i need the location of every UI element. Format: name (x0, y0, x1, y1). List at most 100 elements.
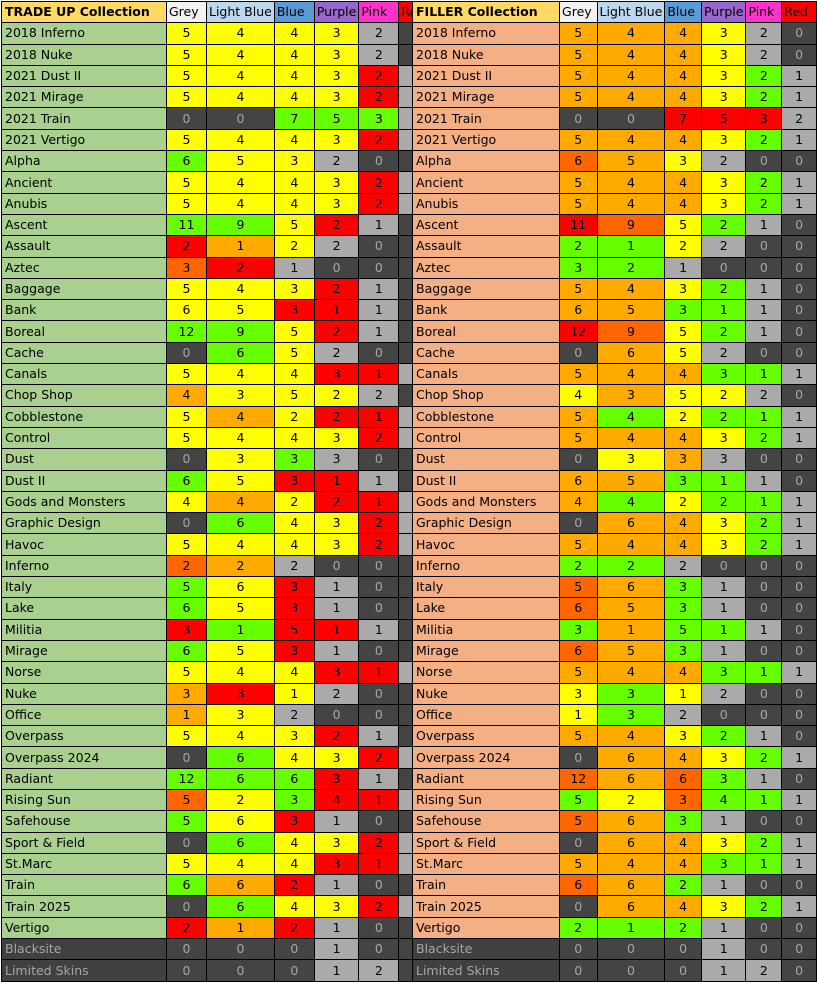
value-cell: 1 (781, 64, 817, 88)
value-cell: 4 (664, 512, 702, 535)
value-cell: 5 (559, 43, 598, 66)
value-cell: 4 (166, 490, 207, 514)
value-cell: 6 (596, 767, 666, 790)
value-cell: 5 (664, 384, 702, 407)
value-cell: 0 (781, 618, 817, 641)
row-name: Blacksite (1, 938, 167, 961)
value-cell: 6 (596, 576, 666, 599)
value-cell: 5 (166, 363, 207, 386)
value-cell: 5 (559, 533, 598, 556)
value-cell: 2 (358, 426, 400, 450)
value-cell: 1 (358, 363, 400, 386)
value-cell: 1 (745, 469, 783, 492)
column-header: Red (781, 0, 817, 24)
row-name: Blacksite (411, 938, 561, 961)
value-cell: 4 (273, 192, 315, 215)
value-cell: 2 (664, 874, 702, 897)
table-body: TRADE UP Collection Grey Light Blue Blue Pur… (1, 0, 440, 982)
value-cell: 3 (664, 639, 702, 663)
value-cell: 5 (206, 299, 275, 322)
row-name: Limited Skins (411, 959, 561, 982)
value-cell: 6 (559, 639, 598, 663)
row-name: Assault (1, 235, 167, 258)
value-cell: 1 (358, 405, 400, 428)
value-cell: 12 (166, 320, 207, 343)
value-cell: 0 (559, 512, 598, 535)
row-name: Chop Shop (411, 384, 561, 407)
row-name: Boreal (411, 320, 561, 343)
row-name: Safehouse (1, 810, 167, 833)
value-cell: 1 (781, 661, 817, 684)
value-cell: 3 (313, 831, 360, 854)
value-cell: 0 (781, 874, 817, 897)
value-cell: 3 (206, 682, 275, 705)
value-cell: 2 (745, 384, 783, 407)
row-name: Limited Skins (1, 959, 167, 982)
value-cell: 0 (596, 938, 666, 961)
value-cell: 0 (358, 639, 400, 663)
value-cell: 0 (206, 938, 275, 961)
value-cell: 0 (781, 384, 817, 407)
value-cell: 2 (664, 405, 702, 428)
row-name: Aztec (1, 256, 167, 279)
value-cell: 4 (664, 746, 702, 769)
value-cell: 5 (166, 43, 207, 66)
value-cell: 5 (664, 320, 702, 343)
value-cell: 6 (206, 512, 275, 535)
row-name: Vertigo (1, 916, 167, 940)
value-cell: 1 (781, 490, 817, 514)
value-cell: 5 (166, 405, 207, 428)
value-cell: 1 (745, 405, 783, 428)
value-cell: 3 (273, 299, 315, 322)
value-cell: 2 (166, 916, 207, 940)
row-name: 2021 Dust II (411, 64, 561, 88)
value-cell: 4 (664, 22, 702, 45)
value-cell: 1 (781, 86, 817, 109)
value-cell: 0 (781, 597, 817, 620)
value-cell: 5 (596, 150, 666, 173)
row-name: Alpha (1, 150, 167, 173)
row-name: Italy (1, 576, 167, 599)
value-cell: 4 (206, 86, 275, 109)
value-cell: 5 (559, 852, 598, 876)
row-name: Sport & Field (1, 831, 167, 854)
value-cell: 2 (745, 128, 783, 152)
value-cell: 5 (166, 171, 207, 194)
row-name: Canals (411, 363, 561, 386)
value-cell: 1 (745, 363, 783, 386)
row-name: 2018 Inferno (411, 22, 561, 45)
value-cell: 0 (781, 341, 817, 365)
value-cell: 4 (664, 128, 702, 152)
row-name: Boreal (1, 320, 167, 343)
value-cell: 2 (745, 171, 783, 194)
value-cell: 1 (313, 469, 360, 492)
value-cell: 0 (358, 874, 400, 897)
row-name: Sport & Field (411, 831, 561, 854)
value-cell: 1 (358, 852, 400, 876)
row-name: Train (411, 874, 561, 897)
value-cell: 1 (358, 299, 400, 322)
value-cell: 0 (358, 810, 400, 833)
value-cell: 0 (745, 448, 783, 471)
value-cell: 3 (700, 533, 747, 556)
value-cell: 2 (358, 43, 400, 66)
value-cell: 1 (313, 576, 360, 599)
value-cell: 3 (206, 703, 275, 727)
value-cell: 4 (664, 192, 702, 215)
value-cell: 0 (781, 213, 817, 237)
value-cell: 0 (358, 682, 400, 705)
value-cell: 3 (700, 661, 747, 684)
